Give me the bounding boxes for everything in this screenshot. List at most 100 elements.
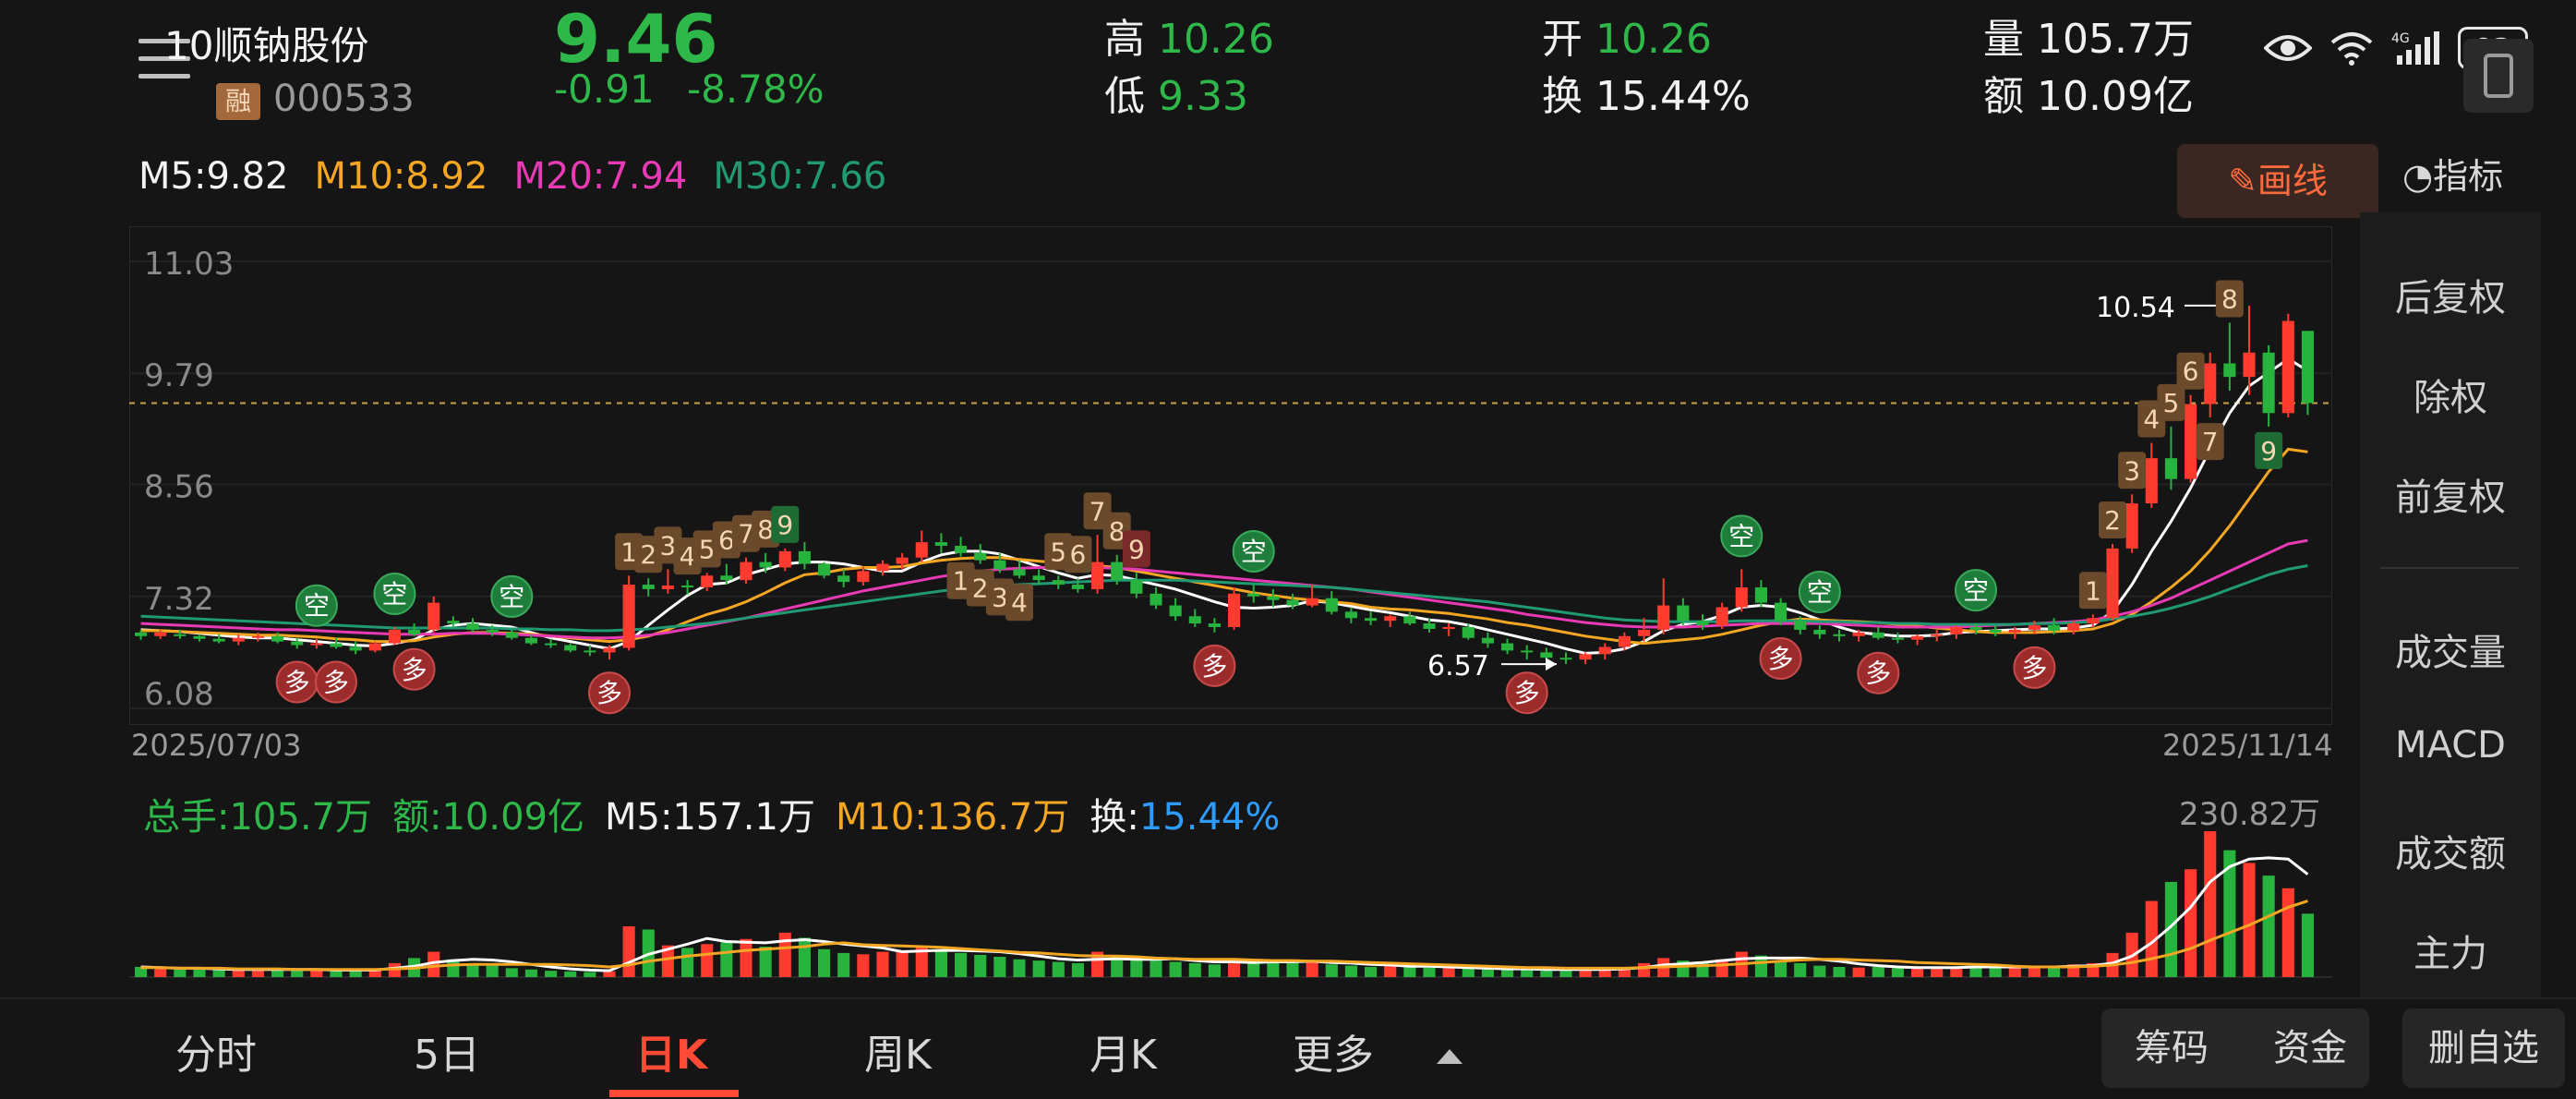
counter-text: 2	[2104, 505, 2121, 536]
margin-badge: 融	[216, 83, 260, 120]
candle-body	[1715, 607, 1728, 626]
volume-bar	[1638, 962, 1651, 977]
candle-body	[1208, 623, 1221, 627]
candle-body	[661, 586, 674, 589]
tab-fenshi[interactable]: 分时	[175, 1032, 257, 1079]
volume-bar	[701, 944, 714, 977]
candle-body	[1677, 605, 1690, 622]
sell-signal-badge: 空	[1955, 569, 1997, 612]
candle	[2164, 426, 2177, 490]
candlestick-chart[interactable]: 11.039.798.567.326.0810.546.57多多多多多多多多多空…	[129, 226, 2332, 725]
candle-body	[1911, 635, 1924, 640]
sequence-counter: 9	[2255, 431, 2283, 469]
counter-box	[1064, 536, 1092, 574]
volume-bar	[1442, 968, 1455, 977]
candle	[564, 643, 577, 653]
volume-bar	[1911, 968, 1924, 977]
candle	[2185, 394, 2197, 483]
volume-bar	[505, 968, 518, 977]
tab-weekly-k[interactable]: 周K	[864, 1032, 932, 1079]
candle-body	[642, 585, 655, 589]
candle-body	[1775, 602, 1788, 622]
candle-body	[2145, 458, 2158, 504]
indicator-macd-button[interactable]: MACD	[2395, 724, 2506, 767]
candle	[2028, 621, 2040, 634]
volume-bar	[1950, 967, 1963, 977]
candle	[447, 616, 460, 627]
candle	[857, 566, 870, 586]
chips-button[interactable]: 筹码	[2135, 1027, 2209, 1069]
volume-ma10-line	[140, 900, 2308, 972]
volume-bar	[564, 971, 577, 977]
candle	[1618, 632, 1631, 651]
candle-body	[1579, 654, 1592, 660]
candle	[681, 580, 694, 595]
menu-icon[interactable]	[138, 39, 190, 79]
candle-body	[1344, 611, 1357, 619]
indicator-button[interactable]: ◔指标	[2402, 148, 2503, 199]
candle-body	[857, 571, 870, 583]
candle	[1813, 625, 1826, 639]
draw-line-button[interactable]: ✎画线	[2177, 144, 2378, 218]
volume-bar	[330, 971, 343, 977]
volume-bar	[1384, 965, 1397, 977]
counter-text: 3	[2124, 455, 2140, 486]
candle-body	[193, 635, 206, 639]
sequence-counter: 6	[1064, 536, 1092, 574]
volume-label: 量	[1983, 16, 2024, 63]
candle	[1344, 607, 1357, 624]
candle-body	[1188, 616, 1201, 624]
volume-bar	[1872, 967, 1884, 977]
counter-text: 4	[680, 541, 696, 572]
candle-body	[1559, 658, 1572, 660]
candle	[1188, 609, 1201, 627]
tab-daily-k[interactable]: 日K	[635, 1032, 708, 1079]
landscape-toggle-button[interactable]	[2463, 39, 2534, 113]
indicator-main-force-button[interactable]: 主力	[2413, 933, 2487, 975]
volume-bar	[993, 957, 1006, 977]
indicator-volume-button[interactable]: 成交量	[2395, 632, 2506, 674]
funds-button[interactable]: 资金	[2273, 1027, 2347, 1069]
candle	[1208, 618, 1221, 633]
volume-bar	[193, 969, 206, 977]
candle	[955, 537, 968, 557]
candle-body	[447, 621, 460, 624]
volume-bar	[1150, 960, 1162, 977]
tab-5day[interactable]: 5日	[414, 1032, 480, 1079]
candle-body	[427, 602, 440, 630]
y-tick-label: 11.03	[144, 246, 234, 283]
ex-rights-button[interactable]: 除权	[2413, 377, 2487, 419]
volume-chart[interactable]	[129, 822, 2332, 979]
candle-body	[368, 643, 381, 651]
candle	[1950, 625, 1963, 639]
indicator-amount-button[interactable]: 成交额	[2395, 833, 2506, 876]
volume-bar	[1032, 960, 1045, 977]
tab-monthly-k[interactable]: 月K	[1089, 1032, 1157, 1079]
candle-body	[740, 562, 752, 581]
tab-more[interactable]: 更多	[1293, 1032, 1374, 1079]
caret-up-icon[interactable]	[1437, 1049, 1463, 1064]
candle-body	[1735, 586, 1748, 608]
candle-body	[524, 637, 537, 644]
candle-body	[1032, 575, 1045, 581]
volume-bar	[915, 947, 928, 977]
candle-body	[720, 575, 733, 581]
stock-name: 10顺钠股份	[164, 23, 369, 68]
indicator-label: 指标	[2433, 156, 2504, 197]
volume-bar	[837, 952, 850, 977]
candle	[1872, 627, 1884, 640]
turnover-value: 15.44%	[1595, 73, 1751, 120]
volume-bar	[1521, 969, 1534, 977]
adjust-back-button[interactable]: 后复权	[2395, 277, 2506, 320]
volume-bar	[1403, 967, 1416, 977]
candle-body	[993, 560, 1006, 570]
candle-body	[466, 623, 479, 630]
candle	[232, 634, 245, 646]
candle	[584, 645, 596, 657]
volume-turnover-label: 换:	[1089, 796, 1139, 839]
signal-4g-icon: 4G	[2391, 31, 2439, 65]
remove-watchlist-button[interactable]: 删自选	[2402, 1008, 2565, 1088]
adjust-forward-button[interactable]: 前复权	[2395, 477, 2506, 519]
volume-bar	[1989, 967, 2002, 977]
turnover-label: 换	[1542, 73, 1583, 120]
